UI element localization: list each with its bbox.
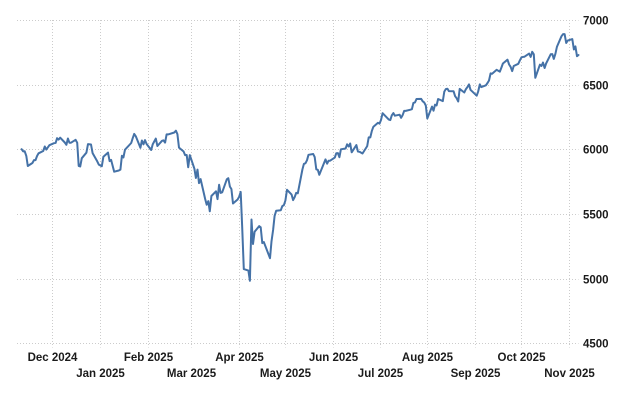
- x-axis-tick-label: Nov 2025: [544, 368, 595, 380]
- x-axis-tick-label: Oct 2025: [498, 352, 547, 364]
- x-axis-tick-label: Jan 2025: [76, 368, 125, 380]
- x-axis-tick-label: Jul 2025: [358, 368, 404, 380]
- y-axis-tick-label: 5500: [583, 210, 609, 222]
- y-axis-tick-label: 6000: [583, 145, 609, 157]
- y-axis-tick-label: 5000: [583, 275, 609, 287]
- y-axis-tick-label: 7000: [583, 16, 609, 28]
- x-axis-tick-label: Apr 2025: [215, 352, 264, 364]
- x-axis-tick-label: Jun 2025: [309, 352, 359, 364]
- x-axis-tick-label: Feb 2025: [124, 352, 174, 364]
- y-axis-tick-label: 6500: [583, 81, 609, 93]
- x-axis-tick-label: Aug 2025: [402, 352, 454, 364]
- x-axis-tick-label: Mar 2025: [167, 368, 217, 380]
- x-axis-tick-label: Dec 2024: [28, 352, 78, 364]
- x-axis-tick-label: Sep 2025: [451, 368, 501, 380]
- x-axis-tick-label: May 2025: [260, 368, 312, 380]
- y-axis-tick-label: 4500: [583, 339, 609, 351]
- price-line: [20, 33, 580, 282]
